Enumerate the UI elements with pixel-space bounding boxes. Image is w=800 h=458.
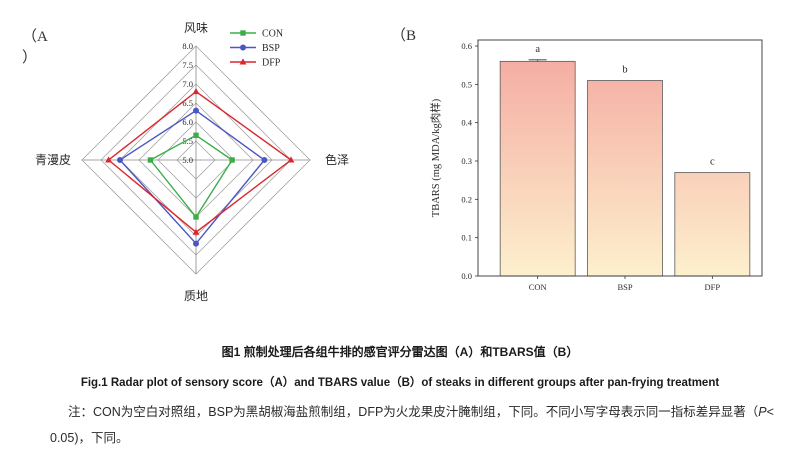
- radar-tick-label: 5.0: [182, 155, 193, 165]
- radar-point-bsp: [117, 157, 123, 163]
- legend-item-bsp: BSP: [230, 43, 280, 54]
- bar-group-dfp: c DFP: [674, 157, 751, 292]
- radar-axis-label: 色泽: [325, 153, 349, 167]
- y-tick-label: 0.1: [461, 233, 472, 243]
- x-tick-label: CON: [529, 282, 547, 292]
- radar-point-bsp: [193, 107, 199, 114]
- radar-tick-label: 5.5: [182, 136, 193, 146]
- radar-tick-label: 6.5: [182, 98, 193, 108]
- radar-point-con: [229, 157, 235, 163]
- radar-series-bsp: [117, 107, 268, 247]
- note-text-continued: 0.05)，下同。: [50, 431, 129, 445]
- radar-axis-label: 风味: [184, 21, 208, 35]
- legend-label: CON: [262, 29, 283, 40]
- figure-caption-english: Fig.1 Radar plot of sensory score（A）and …: [80, 377, 720, 389]
- radar-point-bsp: [261, 157, 268, 163]
- y-tick-label: 0.0: [461, 271, 472, 281]
- radar-point-dfp: [192, 228, 200, 235]
- radar-point-con: [193, 132, 199, 138]
- figure-note-line-2: 0.05)，下同。: [50, 429, 129, 447]
- legend-label: DFP: [262, 58, 281, 69]
- radar-axis-label: 青漫皮: [35, 153, 71, 167]
- plot-frame: [477, 39, 763, 277]
- radar-tick-label: 7.0: [182, 79, 193, 89]
- panel-label-a-close: ）: [22, 49, 37, 66]
- note-p-symbol: P: [758, 405, 767, 419]
- y-tick-label: 0.5: [461, 79, 472, 89]
- bar-chart: a CON b BSP c DFP 0.0 0.1 0.2 0.3 0.4 0.5 0.6 TBARS (…: [429, 39, 763, 292]
- panel-b: （B a CON b BSP c DFP 0.0 0.1 0.2 0.3 0.4 0.5 0.6 TBAR…: [391, 27, 763, 292]
- significance-letter: c: [710, 157, 715, 168]
- radar-point-dfp: [287, 156, 295, 163]
- note-text: 注：CON为空白对照组，BSP为黑胡椒海盐煎制组，DFP为火龙果皮汁腌制组，下同…: [68, 405, 759, 419]
- radar-point-dfp: [105, 156, 112, 163]
- figure-caption-chinese: 图1 煎制处理后各组牛排的感官评分雷达图（A）和TBARS值（B）: [221, 345, 579, 359]
- bar-dfp: [674, 172, 751, 277]
- y-tick-label: 0.3: [461, 156, 472, 166]
- y-tick-label: 0.2: [461, 194, 472, 204]
- x-tick-label: BSP: [617, 282, 632, 292]
- legend-marker: [240, 30, 246, 36]
- radar-series-con: [147, 132, 235, 220]
- x-tick-label: DFP: [705, 282, 721, 292]
- bar-bsp: [587, 80, 663, 277]
- significance-letter: b: [622, 65, 627, 76]
- legend-marker: [239, 58, 247, 65]
- radar-axis-label: 质地: [184, 289, 208, 303]
- radar-point-dfp: [192, 88, 200, 95]
- legend-item-dfp: DFP: [230, 58, 281, 69]
- note-less-than: <: [766, 405, 774, 419]
- radar-point-con: [193, 214, 199, 220]
- panel-label-a: （A: [22, 28, 48, 45]
- figure-note-line-1: 注：CON为空白对照组，BSP为黑胡椒海盐煎制组，DFP为火龙果皮汁腌制组，下同…: [68, 403, 774, 421]
- radar-tick-label: 7.5: [182, 60, 193, 70]
- y-tick-label: 0.4: [461, 118, 472, 128]
- radar-series-dfp: [105, 88, 295, 235]
- y-tick-label: 0.6: [461, 41, 472, 51]
- bar-group-bsp: b BSP: [587, 65, 663, 292]
- y-axis-label: TBARS (mg MDA/kg肉样): [429, 98, 442, 217]
- radar-tick-label: 8.0: [182, 41, 193, 51]
- legend-marker: [240, 44, 246, 51]
- bar-group-con: a CON: [499, 44, 576, 292]
- radar-tick-label: 6.0: [182, 117, 193, 127]
- bar-con: [499, 60, 576, 277]
- radar-point-bsp: [193, 240, 199, 247]
- radar-point-con: [147, 157, 154, 163]
- panel-label-b: （B: [391, 27, 416, 44]
- legend-label: BSP: [262, 43, 280, 54]
- radar-grid: [81, 45, 311, 275]
- legend-item-con: CON: [230, 29, 283, 40]
- significance-letter: a: [535, 44, 540, 55]
